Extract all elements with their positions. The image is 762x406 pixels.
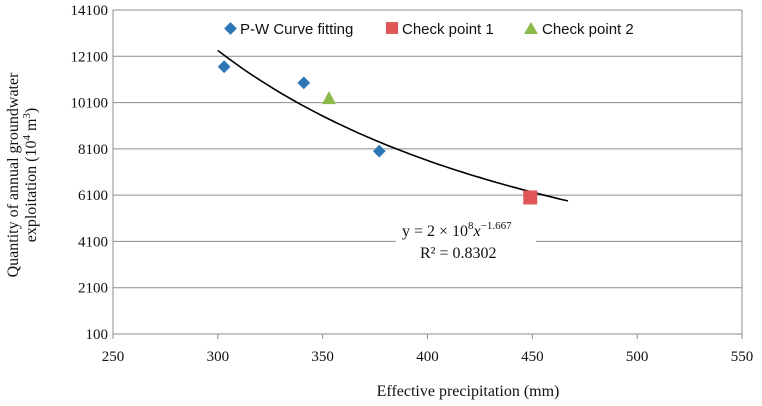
legend-marker-triangle — [524, 22, 538, 34]
legend-item-series-3: Check point 2 — [524, 21, 634, 38]
legend: P-W Curve fitting Check point 1 Check po… — [224, 21, 634, 38]
data-point-triangle — [321, 91, 336, 105]
data-point-diamond — [297, 76, 311, 90]
grid — [112, 9, 743, 335]
fit-equation: y = 2 × 108x−1.667 — [402, 220, 512, 240]
power-fit-curve — [217, 49, 569, 202]
data-point-diamond — [217, 60, 231, 74]
equation-background — [396, 218, 536, 264]
legend-label: Check point 2 — [542, 21, 634, 38]
legend-marker-diamond — [224, 22, 237, 35]
x-tick-label: 250 — [102, 349, 125, 365]
x-tick-label: 500 — [626, 349, 649, 365]
data-point-square — [523, 190, 538, 205]
legend-item-series-2: Check point 1 — [386, 21, 494, 38]
data-point-diamond — [372, 144, 386, 158]
legend-label: Check point 1 — [402, 21, 494, 38]
r-squared-label: R² = 0.8302 — [420, 245, 497, 262]
data-markers — [217, 60, 538, 205]
legend-item-series-1: P-W Curve fitting — [224, 21, 353, 38]
y-tick-label: 2100 — [78, 281, 108, 297]
x-tick-label: 300 — [207, 349, 230, 365]
y-tick-labels: 100 2100 4100 6100 8100 10100 12100 14100 — [71, 3, 109, 343]
x-tick-label: 550 — [731, 349, 754, 365]
y-axis-title-line2: exploitation (104 m3) — [21, 108, 40, 243]
x-tick-label: 450 — [521, 349, 544, 365]
y-tick-label: 14100 — [71, 3, 109, 19]
legend-label: P-W Curve fitting — [240, 21, 353, 38]
x-tick-label: 400 — [416, 349, 439, 365]
x-tick-label: 350 — [311, 349, 334, 365]
y-tick-label: 100 — [86, 327, 109, 343]
y-tick-label: 6100 — [78, 188, 108, 204]
y-tick-label: 4100 — [78, 234, 108, 250]
x-tick-labels: 250 300 350 400 450 500 550 — [102, 334, 754, 365]
y-tick-label: 8100 — [78, 142, 108, 158]
legend-marker-square — [386, 22, 398, 34]
y-axis-title: Quantity of annual groundwater exploitat… — [5, 72, 40, 278]
y-tick-label: 10100 — [71, 96, 109, 112]
x-axis-title: Effective precipitation (mm) — [377, 383, 560, 400]
y-tick-label: 12100 — [71, 49, 109, 65]
y-axis-title-line1: Quantity of annual groundwater — [5, 72, 22, 278]
